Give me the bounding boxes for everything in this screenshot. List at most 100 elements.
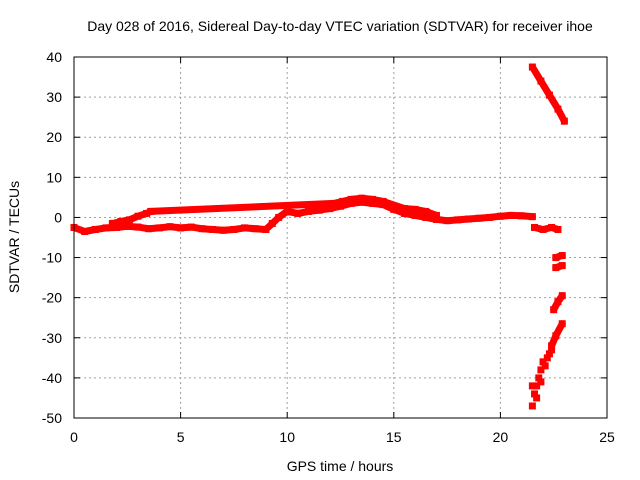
y-tick-label: -30 [42, 330, 62, 346]
data-point [358, 198, 366, 206]
data-point [134, 223, 142, 231]
data-point [548, 342, 556, 350]
data-point [251, 225, 259, 233]
data-point [537, 366, 545, 374]
data-point [145, 225, 153, 233]
data-point [125, 216, 133, 224]
data-point [268, 219, 276, 227]
data-point [552, 264, 560, 272]
data-points [70, 63, 568, 410]
data-point [177, 224, 185, 232]
data-point [358, 194, 366, 202]
data-point [166, 223, 174, 231]
plot-frame [73, 56, 608, 419]
data-point [113, 223, 121, 231]
data-point [531, 223, 539, 231]
y-tick-label: 30 [46, 89, 62, 105]
data-point [539, 358, 547, 366]
data-point [326, 205, 334, 213]
data-point [187, 223, 195, 231]
data-point [117, 217, 125, 225]
data-point [554, 105, 562, 113]
data-point [390, 205, 398, 213]
data-point [528, 382, 536, 390]
data-point [558, 292, 566, 300]
data-point [548, 346, 556, 354]
data-point [543, 354, 551, 362]
data-point [347, 195, 355, 203]
data-point [545, 91, 553, 99]
data-point [339, 197, 347, 205]
data-point [531, 390, 539, 398]
data-point [533, 382, 541, 390]
data-point [368, 199, 376, 207]
grid [74, 57, 607, 418]
data-point [230, 225, 238, 233]
data-point [432, 215, 440, 223]
chart-title: Day 028 of 2016, Sidereal Day-to-day VTE… [87, 18, 593, 34]
data-point [379, 197, 387, 205]
x-axis-label: GPS time / hours [287, 458, 394, 474]
axis-ticks: 0 5 10 15 20 25 -50 -40 -30 -20 -10 0 10 20 30 40 [42, 49, 615, 445]
data-point [102, 224, 110, 232]
data-point [539, 225, 547, 233]
data-point [518, 212, 526, 220]
data-point [507, 211, 515, 219]
data-point [535, 374, 543, 382]
data-point [550, 306, 558, 314]
y-tick-label: -20 [42, 290, 62, 306]
data-point [81, 227, 89, 235]
data-point [422, 213, 430, 221]
data-point [305, 207, 313, 215]
data-point [552, 254, 560, 262]
data-point [198, 225, 206, 233]
y-tick-label: -40 [42, 370, 62, 386]
data-point [464, 215, 472, 223]
data-point [315, 206, 323, 214]
data-point [209, 225, 217, 233]
data-point [219, 226, 227, 234]
data-point [411, 211, 419, 219]
data-point [337, 202, 344, 210]
data-point [558, 262, 566, 270]
data-point [400, 205, 408, 213]
data-point [537, 378, 545, 386]
data-point [528, 402, 536, 410]
data-point [142, 209, 150, 217]
y-tick-label: -10 [42, 250, 62, 266]
data-point [347, 199, 355, 207]
data-point [275, 213, 283, 221]
data-point [123, 222, 131, 230]
data-point [294, 209, 302, 217]
data-point [548, 223, 556, 231]
data-point [541, 362, 549, 370]
series-band [108, 194, 440, 227]
data-point [422, 207, 430, 215]
data-point [486, 213, 494, 221]
y-tick-label: 20 [46, 129, 62, 145]
data-point [475, 214, 483, 222]
data-point [558, 320, 566, 328]
data-point [147, 207, 155, 215]
data-point [537, 77, 545, 85]
y-axis-label: SDTVAR / TECUs [6, 181, 22, 293]
data-point [400, 209, 408, 217]
data-point [443, 217, 451, 225]
data-point [558, 252, 566, 260]
data-point [454, 216, 462, 224]
data-point [533, 394, 541, 402]
data-point [262, 225, 270, 233]
data-point [554, 298, 562, 306]
data-point [155, 224, 163, 232]
y-tick-label: -50 [42, 410, 62, 426]
x-tick-label: 20 [493, 429, 509, 445]
data-point [432, 211, 440, 219]
y-tick-label: 40 [46, 49, 62, 65]
data-point [496, 212, 504, 220]
data-point [411, 205, 419, 213]
data-point [528, 63, 536, 71]
data-point [528, 213, 536, 221]
data-point [552, 332, 560, 340]
data-point [560, 117, 568, 125]
